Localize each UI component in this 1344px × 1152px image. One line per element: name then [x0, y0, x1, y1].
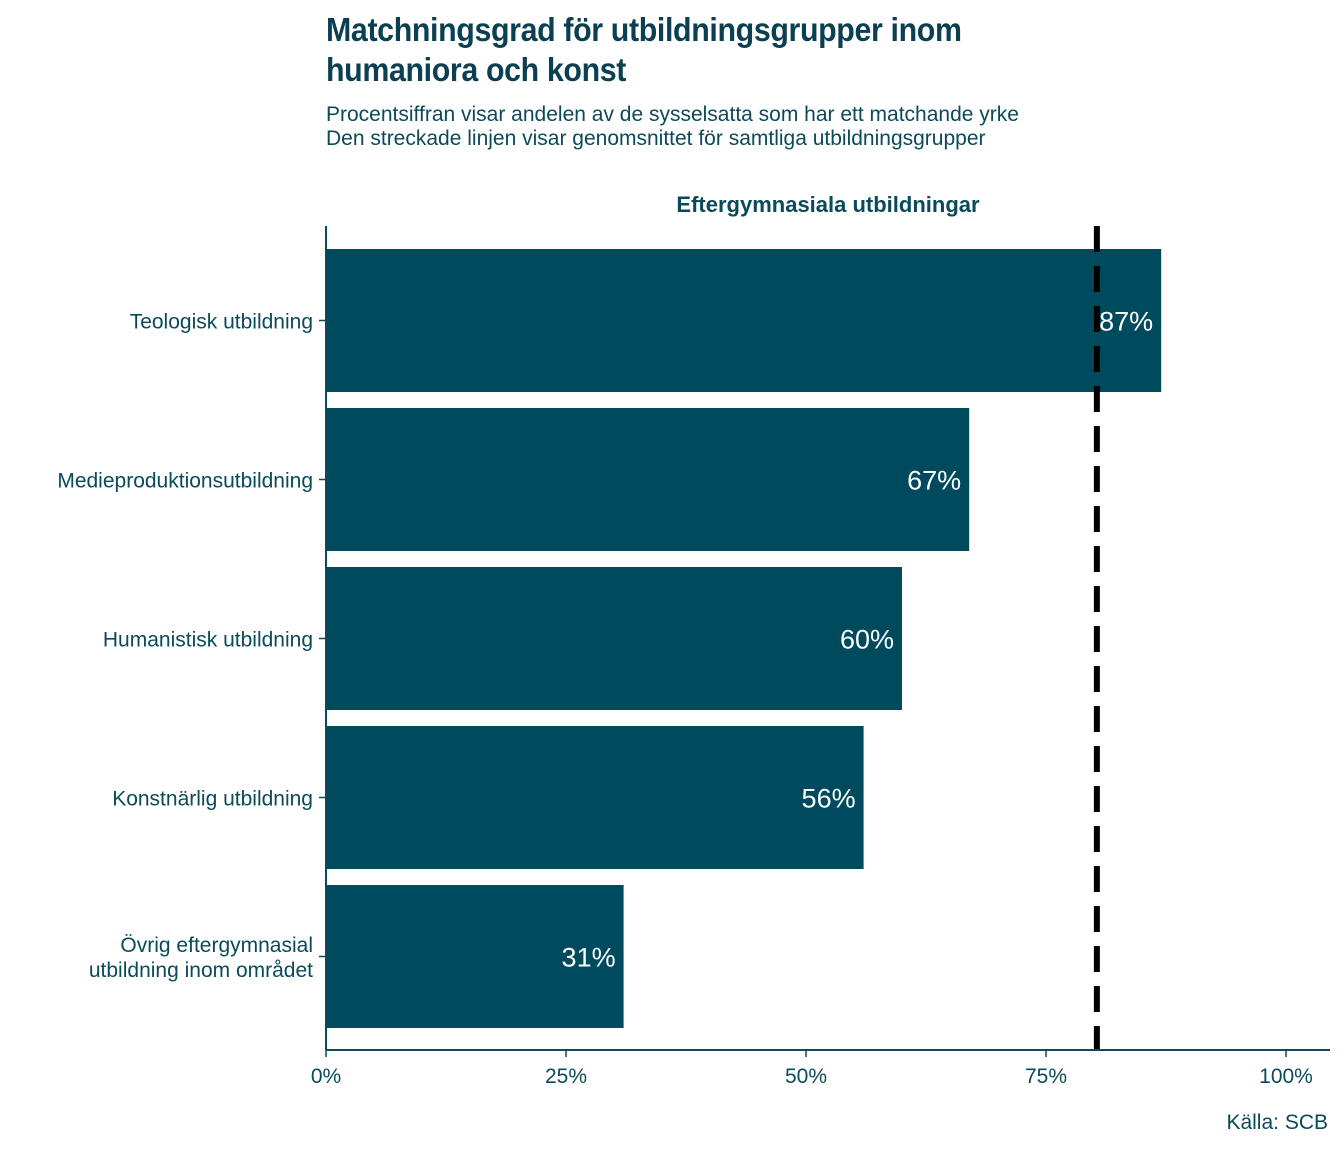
bar — [326, 249, 1162, 392]
bar — [326, 885, 624, 1028]
bar-value-label: 60% — [840, 625, 894, 655]
category-label: Teologisk utbildning — [130, 311, 313, 334]
x-tick-label: 100% — [1259, 1065, 1313, 1088]
chart-subtitle-line-1: Procentsiffran visar andelen av de sysse… — [326, 103, 1019, 126]
bar — [326, 726, 864, 869]
chart-subtitle-line-2: Den streckade linjen visar genomsnittet … — [326, 127, 986, 150]
x-tick-label: 50% — [785, 1065, 827, 1088]
category-label: Humanistisk utbildning — [103, 629, 313, 652]
x-tick-label: 0% — [311, 1065, 341, 1088]
category-label: Övrig eftergymnasial — [120, 934, 313, 957]
category-label: utbildning inom området — [89, 959, 313, 982]
facet-title: Eftergymnasiala utbildningar — [676, 192, 980, 217]
bar-value-label: 31% — [562, 943, 616, 973]
bar-value-label: 67% — [907, 466, 961, 496]
category-label: Konstnärlig utbildning — [112, 788, 313, 811]
bar-value-label: 87% — [1099, 307, 1153, 337]
chart-title-line-2: humaniora och konst — [326, 51, 627, 88]
bar — [326, 408, 970, 551]
chart-subtitle: Procentsiffran visar andelen av de sysse… — [326, 103, 1226, 151]
source-note: Källa: SCB — [1226, 1111, 1328, 1134]
x-tick-label: 75% — [1025, 1065, 1067, 1088]
bar — [326, 567, 902, 710]
x-tick-label: 25% — [545, 1065, 587, 1088]
bar-value-label: 56% — [802, 784, 856, 814]
chart-title-line-1: Matchningsgrad för utbildningsgrupper in… — [326, 11, 962, 48]
chart-title: Matchningsgrad för utbildningsgrupper in… — [326, 10, 988, 90]
category-label: Medieproduktionsutbildning — [57, 470, 313, 493]
